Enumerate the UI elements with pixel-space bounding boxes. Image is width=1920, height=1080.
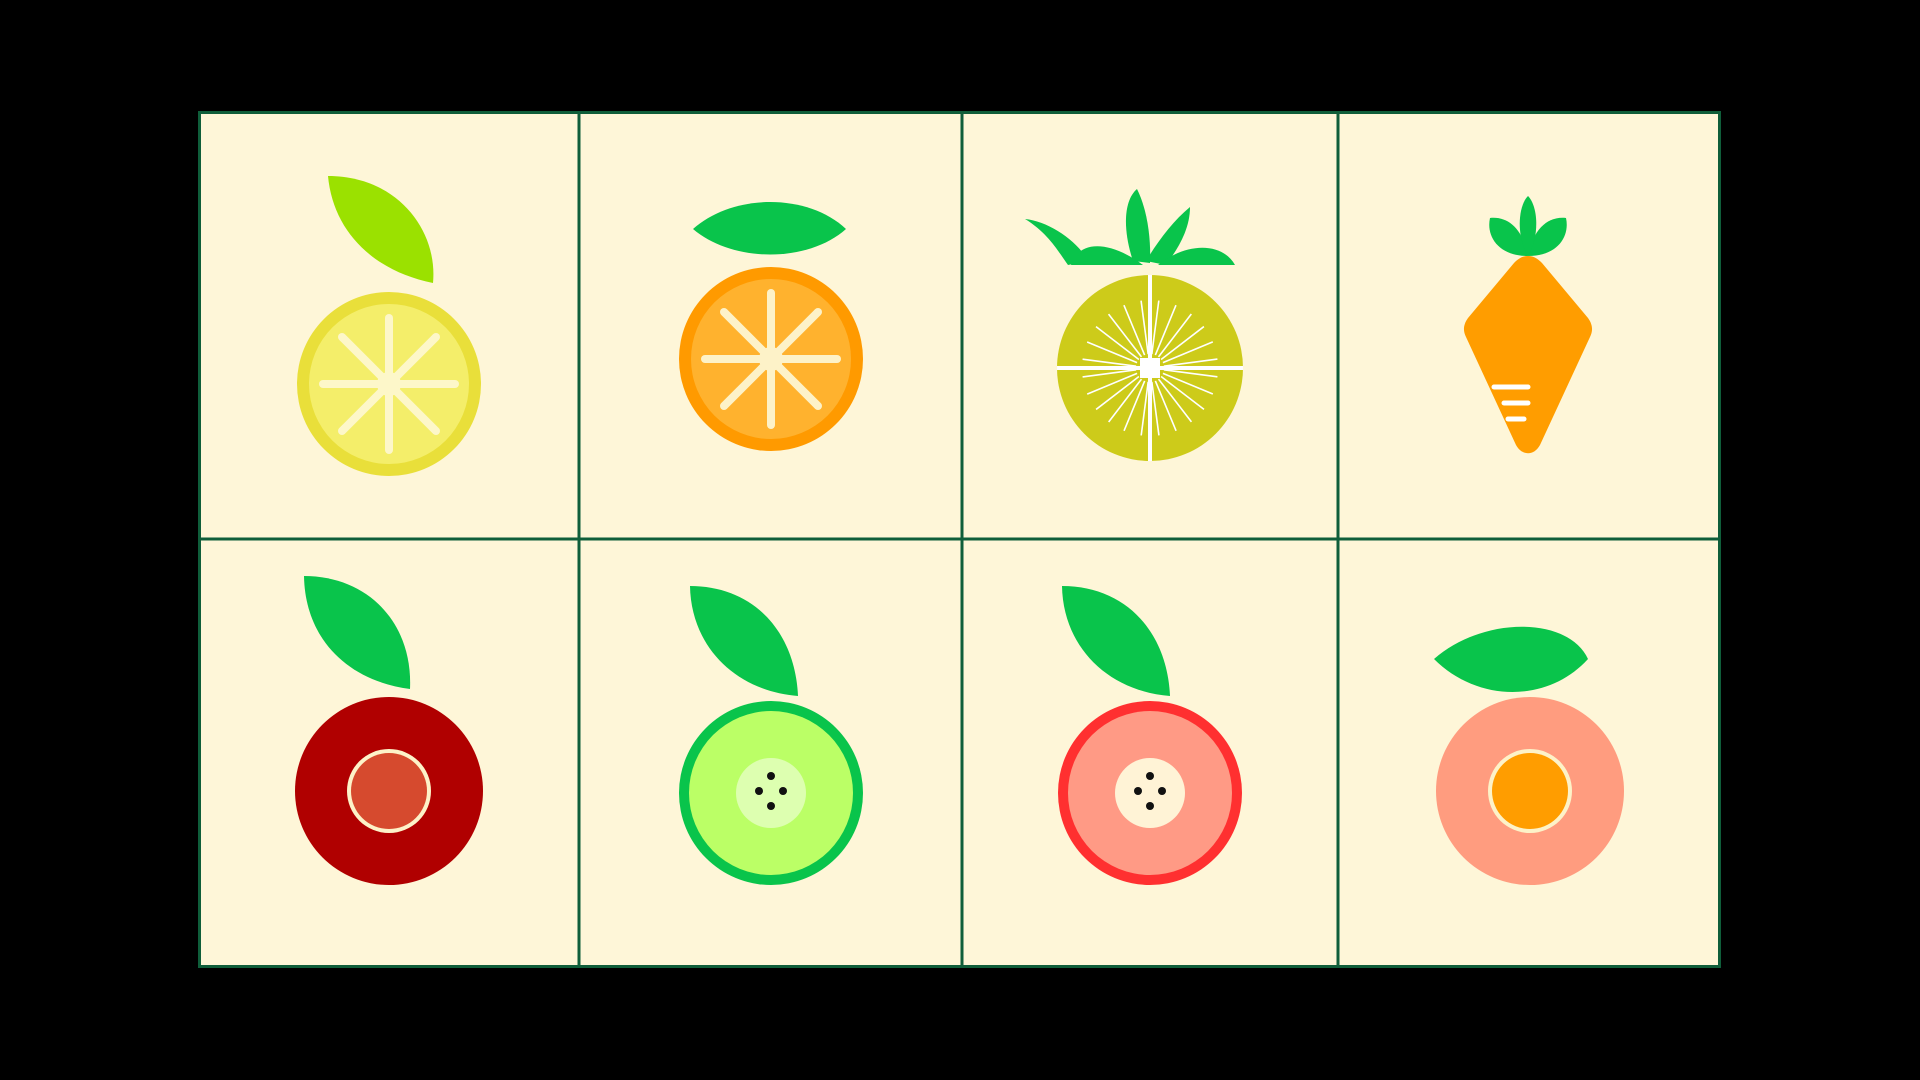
carrot-icon — [1463, 196, 1593, 454]
pineapple-ray — [1160, 375, 1205, 410]
pineapple-ray — [1095, 326, 1140, 361]
red-fruit-icon — [295, 576, 483, 885]
pineapple-ray — [1107, 313, 1143, 358]
pineapple-ray — [1082, 369, 1137, 378]
pineapple-icon — [1025, 189, 1243, 461]
pineapple-ray — [1154, 380, 1177, 432]
pineapple-ray — [1154, 304, 1177, 356]
pineapple-ray — [1157, 313, 1192, 358]
pineapple-ray — [1082, 358, 1137, 367]
fruit-illustration-grid — [198, 111, 1721, 968]
pineapple-ray — [1157, 378, 1193, 423]
peach-icon — [1434, 626, 1624, 885]
pineapple-ray — [1140, 381, 1149, 436]
pineapple-ray — [1086, 341, 1138, 364]
pineapple-ray — [1123, 304, 1146, 356]
pink-apple-icon — [1058, 586, 1242, 885]
pineapple-ray — [1160, 325, 1205, 361]
pineapple-ray — [1151, 381, 1160, 436]
pineapple-ray — [1095, 375, 1140, 411]
green-apple-icon — [679, 586, 863, 885]
pineapple-ray — [1151, 300, 1160, 355]
grid-lines — [198, 111, 1721, 968]
orange-icon — [679, 202, 863, 451]
pineapple-ray — [1086, 372, 1138, 395]
pineapple-ray — [1123, 380, 1146, 432]
pineapple-ray — [1140, 300, 1149, 355]
pineapple-ray — [1108, 378, 1143, 423]
pineapple-ray — [1162, 341, 1214, 364]
pineapple-ray — [1163, 358, 1218, 367]
lemon-icon — [297, 176, 481, 476]
pineapple-ray — [1162, 372, 1214, 395]
pineapple-ray — [1163, 369, 1218, 378]
